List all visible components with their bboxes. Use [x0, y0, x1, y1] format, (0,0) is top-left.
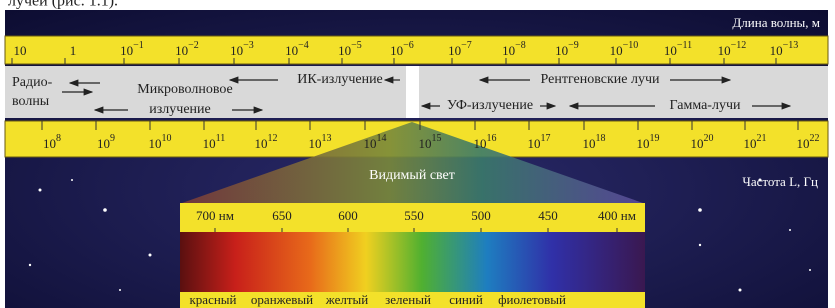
tick-exponent: −3: [243, 40, 254, 51]
nm-label: 700 нм: [196, 208, 234, 223]
tick-exponent: −8: [515, 40, 526, 51]
band-label: Микроволновое: [137, 82, 232, 97]
color-name: синий: [449, 292, 483, 307]
tick-base: 10: [338, 43, 351, 58]
tick-exponent: −4: [298, 40, 309, 51]
tick-exponent: −9: [568, 40, 579, 51]
tick-base: 10: [664, 43, 677, 58]
tick-base: 10: [528, 136, 541, 151]
band-label: УФ-излучение: [447, 98, 533, 113]
tick-base: 10: [555, 43, 568, 58]
tick-exponent: 11: [216, 133, 226, 144]
tick-base: 10: [14, 43, 27, 58]
tick-base: 10: [309, 136, 322, 151]
tick-label: 1: [70, 43, 77, 58]
tick-exponent: −6: [403, 40, 414, 51]
band-label: Гамма-лучи: [670, 98, 741, 113]
nm-label: 650: [272, 208, 292, 223]
tick-base: 10: [120, 43, 133, 58]
tick-base: 10: [637, 136, 650, 151]
visible-spectrum: [180, 232, 645, 292]
visible-title: Видимый свет: [369, 168, 455, 183]
tick-base: 10: [390, 43, 403, 58]
tick-base: 10: [149, 136, 162, 151]
color-name: желтый: [325, 292, 368, 307]
band-label: ИК-излучение: [297, 72, 383, 87]
tick-base: 10: [474, 136, 487, 151]
caption-fragment: лучей (рис. 1.1).: [8, 0, 118, 10]
tick-base: 10: [419, 136, 432, 151]
tick-exponent: 13: [322, 133, 332, 144]
band-label: волны: [12, 94, 50, 109]
nm-label: 550: [404, 208, 424, 223]
spectrum-diagram: лучей (рис. 1.1). Длина волны, м Видимый…: [0, 0, 835, 308]
tick-base: 10: [203, 136, 216, 151]
tick-exponent: 22: [810, 133, 820, 144]
nm-label: 400 нм: [598, 208, 636, 223]
tick-exponent: 9: [110, 133, 115, 144]
color-name: фиолетовый: [498, 292, 566, 307]
visible-slit: [406, 66, 419, 118]
tick-base: 10: [770, 43, 783, 58]
band-label: Радио-: [12, 75, 53, 90]
tick-exponent: 17: [541, 133, 551, 144]
tick-base: 10: [718, 43, 731, 58]
tick-base: 10: [285, 43, 298, 58]
band-label: Рентгеновские лучи: [541, 72, 660, 87]
tick-exponent: 16: [487, 133, 497, 144]
tick-base: 10: [502, 43, 515, 58]
tick-exponent: 8: [56, 133, 61, 144]
tick-exponent: −2: [188, 40, 199, 51]
tick-base: 10: [175, 43, 188, 58]
tick-exponent: 20: [704, 133, 714, 144]
color-name: зеленый: [385, 292, 431, 307]
tick-exponent: −13: [783, 40, 799, 51]
tick-base: 10: [230, 43, 243, 58]
tick-exponent: −7: [461, 40, 472, 51]
tick-base: 10: [97, 136, 110, 151]
tick-base: 10: [364, 136, 377, 151]
tick-base: 1: [70, 43, 77, 58]
tick-exponent: 21: [757, 133, 767, 144]
tick-exponent: 10: [162, 133, 172, 144]
tick-base: 10: [744, 136, 757, 151]
tick-exponent: −5: [351, 40, 362, 51]
tick-exponent: 18: [596, 133, 606, 144]
tick-base: 10: [448, 43, 461, 58]
tick-exponent: 19: [650, 133, 660, 144]
tick-exponent: −12: [731, 40, 747, 51]
nm-label: 500: [471, 208, 491, 223]
tick-base: 10: [610, 43, 623, 58]
wavelength-title: Длина волны, м: [732, 15, 820, 30]
tick-exponent: −1: [133, 40, 144, 51]
tick-exponent: −11: [677, 40, 692, 51]
tick-exponent: 15: [432, 133, 442, 144]
tick-exponent: 12: [268, 133, 278, 144]
tick-base: 10: [255, 136, 268, 151]
nm-label: 450: [538, 208, 558, 223]
tick-base: 10: [583, 136, 596, 151]
color-name: оранжевый: [251, 292, 313, 307]
tick-exponent: −10: [623, 40, 639, 51]
tick-base: 10: [797, 136, 810, 151]
band-label: излучение: [149, 102, 210, 117]
tick-label: 10: [14, 43, 27, 58]
tick-base: 10: [691, 136, 704, 151]
tick-exponent: 14: [377, 133, 387, 144]
nm-label: 600: [338, 208, 358, 223]
tick-base: 10: [43, 136, 56, 151]
frequency-title: Частота L, Гц: [742, 174, 818, 189]
color-name: красный: [189, 292, 236, 307]
